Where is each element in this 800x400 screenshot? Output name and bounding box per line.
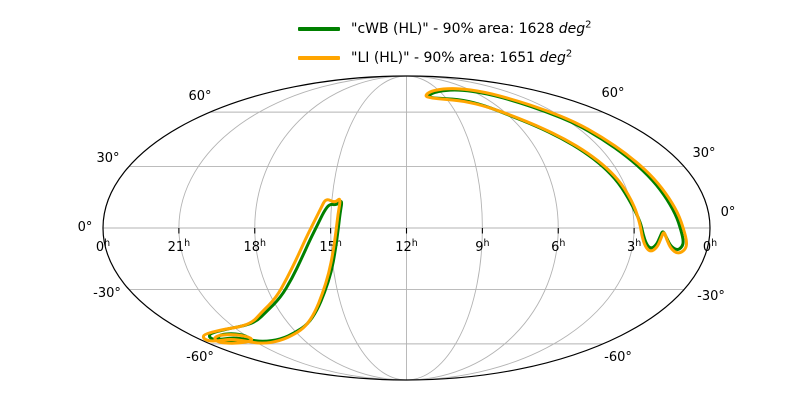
ra-tick-label-9h: 9h	[475, 238, 489, 255]
dec-tick-label-right-0: 0°	[721, 205, 736, 220]
dec-tick-label-right--60: -60°	[604, 350, 632, 365]
map-outline	[102, 75, 711, 381]
contour-li-hl--2	[213, 333, 254, 345]
ra-tick-label-0h: 0h	[703, 238, 717, 255]
legend-label-cwb: "cWB (HL)" - 90% area: 1628 deg2	[351, 19, 592, 37]
legend-line-li-icon	[298, 56, 340, 60]
ra-tick-label-0h: 0h	[96, 238, 110, 255]
ra-tick-label-12h: 12h	[395, 238, 418, 255]
dec-tick-label-left--60: -60°	[186, 350, 214, 365]
ra-tick-label-15h: 15h	[319, 238, 342, 255]
ra-tick-label-21h: 21h	[168, 238, 191, 255]
legend-label-li: "LI (HL)" - 90% area: 1651 deg2	[351, 48, 573, 66]
dec-tick-label-left--30: -30°	[93, 286, 121, 301]
dec-tick-label-right--30: -30°	[697, 289, 725, 304]
ra-tick-label-18h: 18h	[243, 238, 266, 255]
legend-item-cwb: "cWB (HL)" - 90% area: 1628 deg2	[298, 20, 591, 38]
ra-tick-label-3h: 3h	[627, 238, 641, 255]
contour-li-hl--0	[424, 87, 688, 255]
dec-tick-label-left-60: 60°	[188, 89, 211, 104]
dec-tick-label-right-60: 60°	[601, 86, 624, 101]
ra-tick-label-6h: 6h	[551, 238, 565, 255]
legend-line-cwb-icon	[298, 27, 340, 31]
dec-tick-label-right-30: 30°	[692, 146, 715, 161]
legend: "cWB (HL)" - 90% area: 1628 deg2 "LI (HL…	[298, 20, 591, 67]
dec-tick-label-left-30: 30°	[96, 151, 119, 166]
legend-item-li: "LI (HL)" - 90% area: 1651 deg2	[298, 49, 591, 67]
dec-tick-label-left-0: 0°	[78, 220, 93, 235]
contour-cwb-hl--1	[208, 199, 344, 343]
